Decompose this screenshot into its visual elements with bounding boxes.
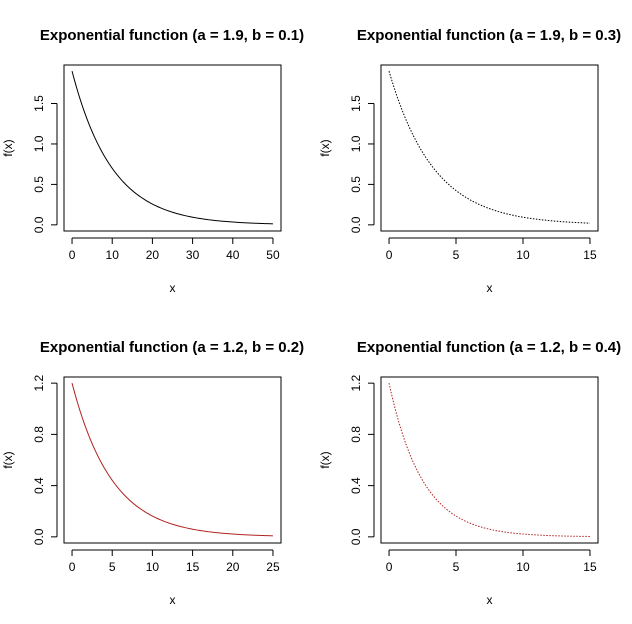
series-line — [71, 383, 273, 537]
x-tick-label: 30 — [186, 248, 200, 262]
chart-panel-4: Exponential function (a = 1.2, b = 0.4) 0… — [318, 339, 621, 607]
plot-frame — [63, 376, 282, 544]
y-tick-label: 1.2 — [32, 374, 46, 391]
chart-panel-2: Exponential function (a = 1.9, b = 0.3) 0… — [318, 27, 621, 295]
x-axis-label: x — [170, 281, 176, 295]
x-tick-label: 10 — [516, 560, 530, 574]
y-tick-label: 0.4 — [32, 477, 46, 494]
y-tick-label: 1.5 — [32, 95, 46, 112]
y-tick-label: 0.0 — [32, 528, 46, 545]
x-tick-label: 10 — [146, 560, 160, 574]
y-tick-label: 0.0 — [32, 216, 46, 233]
chart-title: Exponential function (a = 1.9, b = 0.3) — [357, 27, 621, 44]
x-tick-label: 20 — [226, 560, 240, 574]
x-tick-label: 25 — [266, 560, 280, 574]
y-axis-label: f(x) — [1, 451, 15, 468]
series-line — [388, 71, 590, 224]
x-tick-label: 10 — [106, 248, 120, 262]
series-line — [71, 71, 273, 225]
y-tick-label: 0.8 — [32, 426, 46, 443]
chart-panel-3: Exponential function (a = 1.2, b = 0.2) 0… — [1, 339, 304, 607]
x-tick-label: 15 — [583, 248, 597, 262]
x-axis-label: x — [487, 593, 493, 607]
y-axis-label: f(x) — [318, 139, 332, 156]
y-tick-label: 1.0 — [32, 135, 46, 152]
y-tick-label: 0.0 — [349, 528, 363, 545]
y-tick-label: 1.5 — [349, 95, 363, 112]
x-axis-label: x — [487, 281, 493, 295]
x-tick-label: 0 — [69, 560, 76, 574]
x-tick-label: 5 — [453, 560, 460, 574]
plot-frame — [63, 64, 282, 232]
plot-frame — [380, 376, 599, 544]
x-tick-label: 50 — [266, 248, 280, 262]
y-tick-label: 0.8 — [349, 426, 363, 443]
x-tick-label: 0 — [69, 248, 76, 262]
series-line — [388, 383, 590, 537]
y-tick-label: 0.0 — [349, 216, 363, 233]
x-tick-label: 15 — [583, 560, 597, 574]
y-axis-label: f(x) — [318, 451, 332, 468]
x-tick-label: 20 — [146, 248, 160, 262]
chart-title: Exponential function (a = 1.2, b = 0.4) — [357, 339, 621, 356]
x-tick-label: 0 — [386, 248, 393, 262]
chart-title: Exponential function (a = 1.9, b = 0.1) — [40, 27, 304, 44]
y-tick-label: 0.5 — [32, 176, 46, 193]
plot-frame — [380, 64, 599, 232]
chart-panel-1: Exponential function (a = 1.9, b = 0.1) 0… — [1, 27, 304, 295]
x-tick-label: 0 — [386, 560, 393, 574]
x-axis-label: x — [170, 593, 176, 607]
chart-title: Exponential function (a = 1.2, b = 0.2) — [40, 339, 304, 356]
y-tick-label: 0.4 — [349, 477, 363, 494]
x-tick-label: 15 — [186, 560, 200, 574]
x-tick-label: 5 — [109, 560, 116, 574]
y-tick-label: 1.0 — [349, 135, 363, 152]
y-tick-label: 0.5 — [349, 176, 363, 193]
x-tick-label: 5 — [453, 248, 460, 262]
y-tick-label: 1.2 — [349, 374, 363, 391]
x-tick-label: 40 — [226, 248, 240, 262]
x-tick-label: 10 — [516, 248, 530, 262]
y-axis-label: f(x) — [1, 139, 15, 156]
